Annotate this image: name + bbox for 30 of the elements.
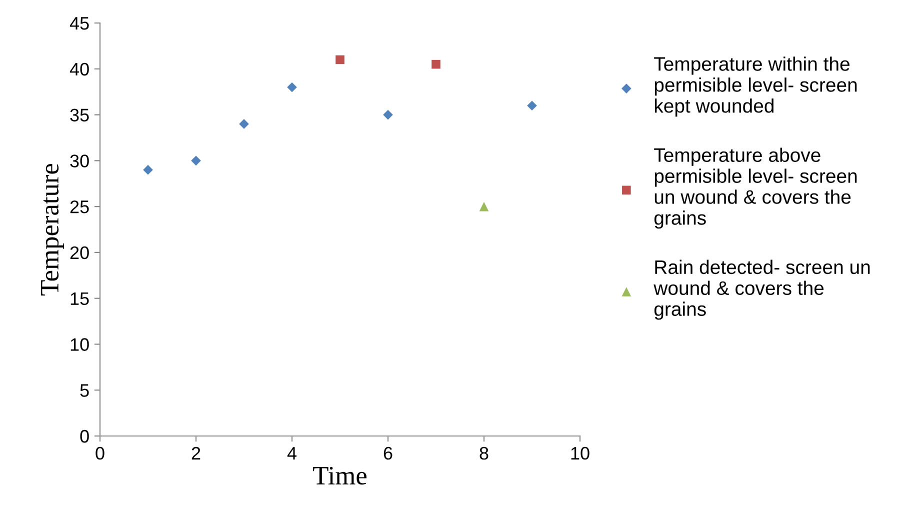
point: [432, 60, 440, 69]
point: [239, 119, 249, 129]
y-tick-label: 40: [70, 62, 89, 76]
x-tick-label: 8: [480, 446, 488, 460]
x-tick-label: 6: [384, 446, 392, 460]
y-tick-label: 0: [80, 430, 89, 443]
y-tick-label: 10: [70, 338, 89, 351]
y-tick-label: 20: [70, 246, 89, 260]
point: [527, 100, 537, 111]
y-tick-label: 15: [70, 292, 89, 306]
x-tick-label: 2: [192, 446, 200, 460]
x-tick-label: 10: [571, 446, 590, 460]
point: [479, 202, 489, 212]
x-tick-label: 0: [96, 446, 104, 460]
y-axis-title: Temperature: [41, 164, 64, 296]
y-tick-label: 45: [70, 17, 89, 30]
point: [336, 55, 344, 64]
x-tick-label: 4: [287, 447, 296, 460]
point: [383, 110, 393, 120]
y-tick-label: 30: [70, 154, 89, 168]
y-tick-label: 25: [70, 200, 89, 214]
y-tick-label: 5: [80, 384, 89, 397]
legend-label: Rain detected- screen un wound & covers the grains: [654, 260, 870, 320]
point: [143, 164, 153, 175]
point: [191, 156, 201, 166]
x-axis-title: Time: [313, 466, 366, 485]
point: [287, 82, 297, 92]
y-tick-label: 35: [70, 108, 89, 122]
legend-label: Temperature above permisible level- screen un wound & covers the grains: [654, 148, 857, 229]
legend-label: Temperature within the permisible level- screen kept wounded: [654, 56, 857, 117]
